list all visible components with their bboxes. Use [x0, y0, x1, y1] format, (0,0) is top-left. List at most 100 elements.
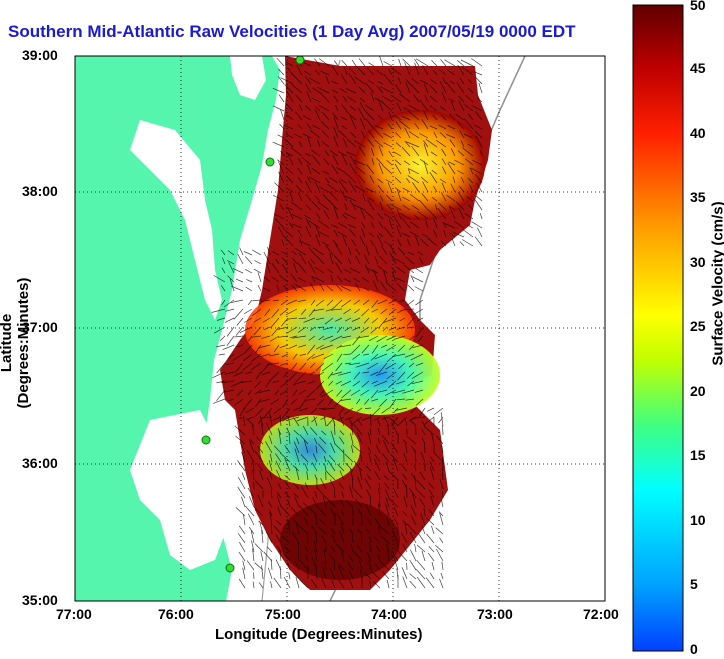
velocity-arrow: [364, 572, 372, 580]
velocity-arrow: [440, 412, 444, 427]
velocity-arrow: [466, 196, 474, 202]
velocity-arrow: [346, 138, 357, 148]
velocity-arrow: [318, 526, 327, 535]
velocity-arrow: [334, 60, 339, 67]
velocity-arrow: [381, 407, 390, 414]
velocity-arrow: [310, 362, 316, 368]
velocity-arrow: [356, 398, 361, 405]
velocity-arrow: [305, 180, 312, 193]
velocity-arrow: [292, 518, 300, 526]
velocity-arrow: [434, 204, 438, 211]
velocity-arrow: [365, 118, 375, 130]
velocity-arrow: [438, 124, 447, 130]
velocity-arrow: [354, 282, 361, 292]
velocity-arrow: [375, 545, 381, 553]
velocity-arrow: [449, 113, 456, 121]
velocity-arrow: [284, 475, 291, 481]
velocity-arrow: [333, 255, 343, 265]
velocity-arrow: [426, 533, 435, 544]
velocity-arrow: [367, 67, 375, 76]
velocity-arrow: [417, 251, 424, 256]
velocity-arrow: [343, 353, 352, 356]
velocity-arrow: [393, 258, 406, 265]
velocity-arrow: [221, 299, 226, 306]
velocity-arrow: [252, 308, 262, 316]
velocity-arrow: [378, 526, 381, 535]
velocity-arrow: [410, 407, 417, 414]
velocity-arrow: [288, 524, 291, 535]
velocity-arrow: [362, 353, 370, 356]
velocity-arrow: [419, 79, 429, 85]
velocity-arrow: [433, 217, 438, 229]
velocity-arrow: [361, 308, 370, 317]
velocity-arrow: [288, 209, 294, 220]
velocity-arrow: [296, 371, 307, 382]
velocity-arrow: [304, 83, 312, 94]
velocity-arrow: [342, 235, 348, 247]
velocity-arrow: [344, 195, 357, 202]
velocity-arrow: [424, 442, 426, 454]
velocity-arrow: [278, 69, 285, 76]
velocity-arrow: [321, 535, 327, 544]
velocity-arrow: [298, 252, 307, 265]
velocity-arrow: [272, 141, 285, 148]
velocity-arrow: [320, 70, 330, 76]
velocity-arrow: [287, 499, 291, 508]
velocity-arrow: [266, 262, 271, 274]
velocity-arrow: [271, 263, 280, 274]
velocity-arrow: [251, 353, 262, 362]
x-tick: 72:00: [583, 606, 619, 622]
velocity-arrow: [460, 59, 474, 67]
velocity-arrow: [226, 326, 235, 337]
velocity-arrow: [304, 70, 312, 76]
velocity-arrow: [254, 543, 264, 553]
velocity-arrow: [288, 371, 298, 382]
velocity-arrow: [376, 85, 384, 94]
velocity-arrow: [320, 120, 330, 130]
velocity-arrow: [365, 82, 375, 94]
velocity-arrow: [287, 415, 291, 427]
velocity-arrow: [353, 204, 366, 211]
velocity-arrow: [321, 130, 330, 139]
velocity-arrow: [421, 193, 429, 202]
velocity-arrow: [279, 549, 282, 562]
velocity-arrow: [343, 268, 352, 274]
velocity-arrow: [369, 535, 372, 544]
velocity-arrow: [404, 62, 411, 76]
velocity-arrow: [353, 277, 361, 283]
velocity-arrow: [389, 398, 397, 409]
velocity-arrow: [364, 478, 372, 490]
velocity-arrow: [405, 78, 411, 85]
velocity-arrow: [273, 407, 282, 414]
velocity-arrow: [272, 299, 280, 302]
velocity-arrow: [411, 371, 424, 379]
velocity-arrow: [383, 416, 390, 427]
velocity-arrow: [385, 497, 390, 508]
velocity-arrow: [415, 58, 429, 67]
velocity-arrow: [312, 497, 318, 508]
velocity-arrow: [303, 317, 316, 323]
velocity-arrow: [266, 546, 273, 553]
velocity-arrow: [279, 203, 285, 211]
velocity-arrow: [442, 77, 447, 85]
velocity-arrow: [240, 380, 253, 383]
velocity-arrow: [409, 82, 420, 94]
velocity-arrow: [309, 326, 316, 331]
velocity-arrow: [334, 443, 345, 454]
velocity-arrow: [395, 142, 402, 148]
velocity-arrow: [296, 416, 309, 422]
velocity-arrow: [408, 487, 417, 499]
velocity-arrow: [441, 148, 447, 157]
velocity-arrow: [406, 238, 411, 247]
velocity-arrow: [374, 246, 379, 256]
velocity-arrow: [218, 353, 226, 356]
velocity-arrow: [419, 471, 426, 481]
velocity-arrow: [335, 380, 343, 385]
velocity-arrow: [314, 530, 318, 544]
velocity-arrow: [437, 208, 447, 220]
velocity-arrow: [358, 58, 366, 67]
velocity-arrow: [380, 86, 393, 94]
velocity-arrow: [474, 173, 483, 184]
velocity-arrow: [361, 227, 366, 238]
velocity-arrow: [315, 299, 325, 307]
